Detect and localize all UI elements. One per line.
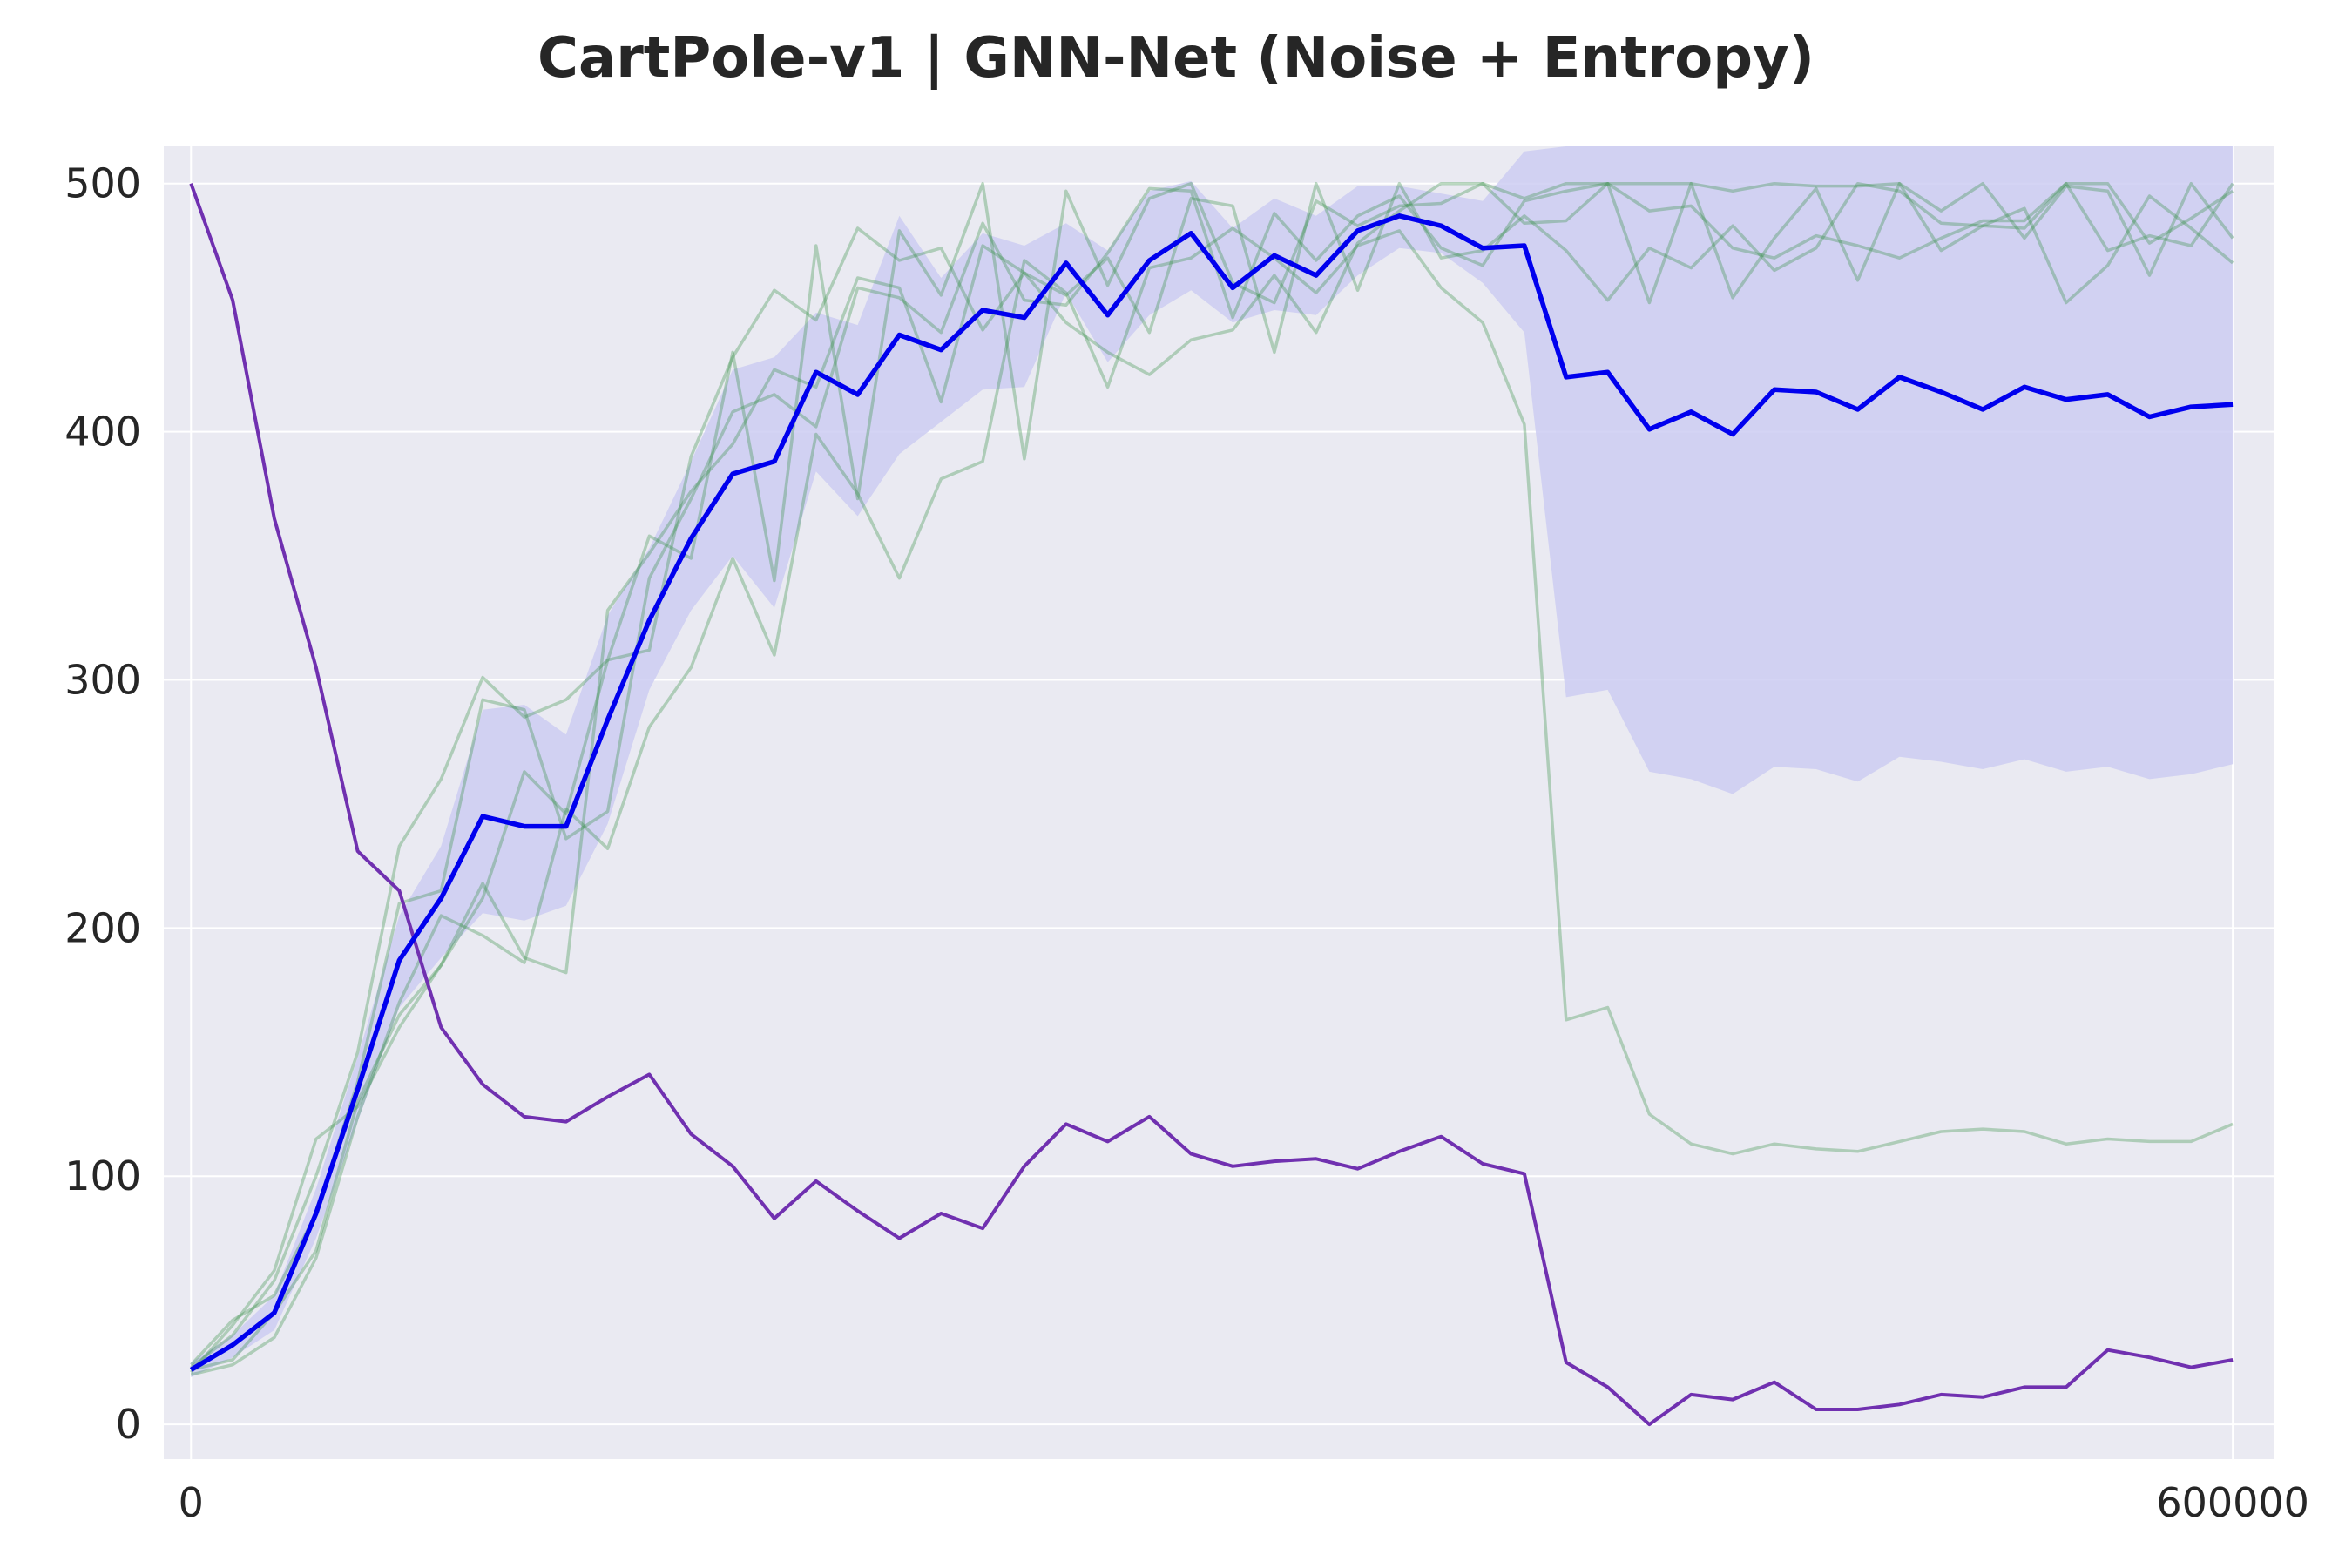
run-line-5: [190, 181, 2234, 1366]
confidence-band: [191, 146, 2234, 1377]
individual-runs: [189, 181, 2234, 1376]
x-tick-label: 600000: [2156, 1479, 2309, 1526]
secondary-series: [189, 183, 2234, 1427]
run-line-4: [190, 181, 2234, 1372]
x-axis-ticks: 0 600000: [179, 1479, 2309, 1526]
y-tick-label: 0: [116, 1401, 141, 1448]
run-line-1: [189, 181, 2234, 1374]
mean-series: [189, 213, 2234, 1372]
y-tick-label: 300: [64, 656, 141, 703]
y-tick-label: 400: [64, 409, 141, 456]
grid-lines: [164, 146, 2274, 1459]
purple-series-line: [189, 183, 2234, 1427]
chart-title: CartPole-v1 | GNN-Net (Noise + Entropy): [537, 26, 1815, 91]
y-axis-ticks: 0 100 200 300 400 500: [64, 160, 141, 1448]
x-tick-label: 0: [179, 1479, 204, 1526]
run-line-3: [190, 226, 2234, 1376]
mean-series-line: [189, 213, 2234, 1372]
std-band: [191, 146, 2234, 1377]
y-tick-label: 100: [64, 1152, 141, 1200]
y-tick-label: 500: [64, 160, 141, 207]
run-line-2: [190, 181, 2234, 1369]
y-tick-label: 200: [64, 904, 141, 951]
